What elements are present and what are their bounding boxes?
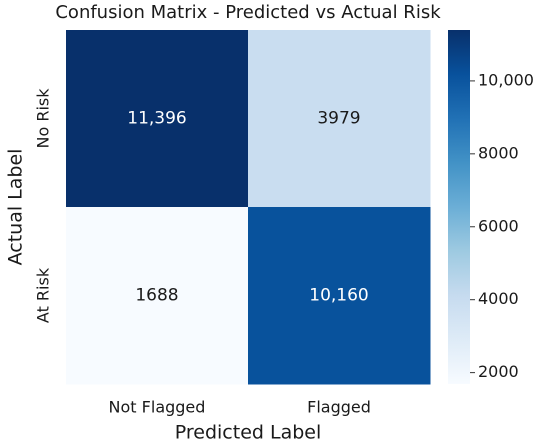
colorbar-tick-label: 6000 xyxy=(478,216,519,235)
colorbar-tick-label: 10,000 xyxy=(478,70,534,89)
colorbar-tick-label: 4000 xyxy=(478,289,519,308)
colorbar-tick-label: 2000 xyxy=(478,362,519,381)
cell-value-label: 3979 xyxy=(317,109,360,129)
heatmap-cell xyxy=(66,207,249,385)
cell-value-label: 1688 xyxy=(135,286,178,306)
x-tick-label: Not Flagged xyxy=(109,398,206,417)
colorbar xyxy=(448,30,470,384)
y-axis-label: Actual Label xyxy=(5,149,27,266)
cell-value-label: 10,160 xyxy=(309,286,368,306)
chart-title: Confusion Matrix - Predicted vs Actual R… xyxy=(55,2,441,23)
heatmap-cell xyxy=(248,30,431,208)
y-tick-label: No Risk xyxy=(34,88,53,149)
x-axis-label: Predicted Label xyxy=(175,422,322,444)
y-tick-label: At Risk xyxy=(34,267,53,323)
heatmap-cell xyxy=(66,30,249,208)
heatmap-cell xyxy=(248,207,431,385)
colorbar-tick-label: 8000 xyxy=(478,143,519,162)
cell-value-label: 11,396 xyxy=(127,109,186,129)
x-tick-label: Flagged xyxy=(307,398,371,417)
